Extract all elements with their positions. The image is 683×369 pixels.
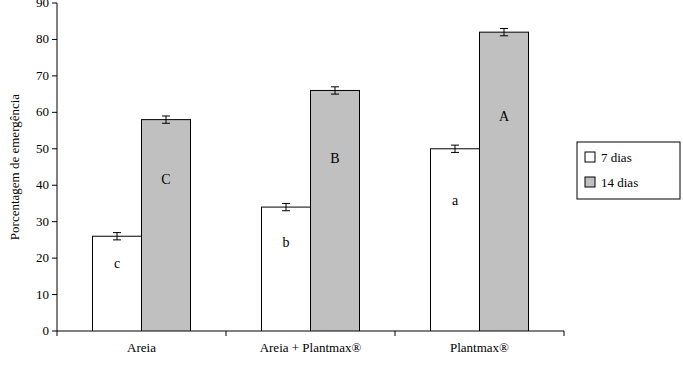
y-tick-label: 0: [43, 323, 50, 338]
annotations: c b a C B A: [114, 109, 510, 271]
bar: [311, 90, 360, 331]
y-tick-label: 40: [36, 177, 49, 192]
significance-letter: C: [161, 172, 170, 187]
x-tick-label: Plantmax®: [450, 340, 509, 355]
error-bar: [113, 233, 121, 240]
y-tick: [52, 112, 57, 113]
x-tick-separator: [395, 331, 396, 336]
y-tick-label: 20: [36, 250, 49, 265]
y-tick: [52, 294, 57, 295]
error-bar: [451, 145, 459, 152]
legend-swatch: [585, 152, 595, 162]
y-tick: [52, 39, 57, 40]
y-tick-label: 80: [36, 31, 49, 46]
x-tick-label: Areia: [127, 340, 156, 355]
y-tick-label: 50: [36, 141, 49, 156]
y-tick: [52, 221, 57, 222]
bar: [262, 207, 311, 331]
y-tick: [52, 331, 57, 332]
significance-letter: b: [283, 235, 290, 250]
y-tick-label: 60: [36, 104, 49, 119]
legend-swatch: [585, 177, 595, 187]
bar: [480, 32, 529, 331]
y-tick: [52, 148, 57, 149]
chart: 0 10 20 30 40 50 60 70 80 90 Porcentagem de emergê…: [0, 0, 683, 369]
y-axis: [57, 3, 58, 331]
error-bar: [331, 87, 339, 94]
legend: 7 dias 14 dias: [577, 142, 680, 199]
y-tick-label: 10: [36, 287, 49, 302]
x-tick-separator: [564, 331, 565, 336]
bars: [93, 29, 529, 331]
y-tick: [52, 185, 57, 186]
x-tick-separator: [226, 331, 227, 336]
significance-letter: B: [330, 151, 339, 166]
legend-box: [577, 142, 680, 199]
legend-label: 7 dias: [601, 150, 632, 165]
significance-letter: c: [114, 256, 120, 271]
y-axis-label: Porcentagem de emergência: [7, 94, 22, 241]
significance-letter: a: [452, 193, 459, 208]
bar: [142, 120, 191, 331]
bar: [93, 236, 142, 331]
bar: [431, 149, 480, 331]
error-bar: [282, 203, 290, 210]
y-tick-label: 70: [36, 68, 49, 83]
x-tick-label: Areia + Plantmax®: [260, 340, 362, 355]
significance-letter: A: [499, 109, 510, 124]
y-tick-label: 30: [36, 214, 49, 229]
error-bar: [162, 116, 170, 123]
error-bar: [500, 29, 508, 36]
y-tick: [52, 3, 57, 4]
y-tick-label: 90: [36, 0, 49, 10]
y-tick: [52, 258, 57, 259]
legend-label: 14 dias: [601, 175, 638, 190]
y-tick: [52, 75, 57, 76]
x-tick-separator: [57, 331, 58, 336]
